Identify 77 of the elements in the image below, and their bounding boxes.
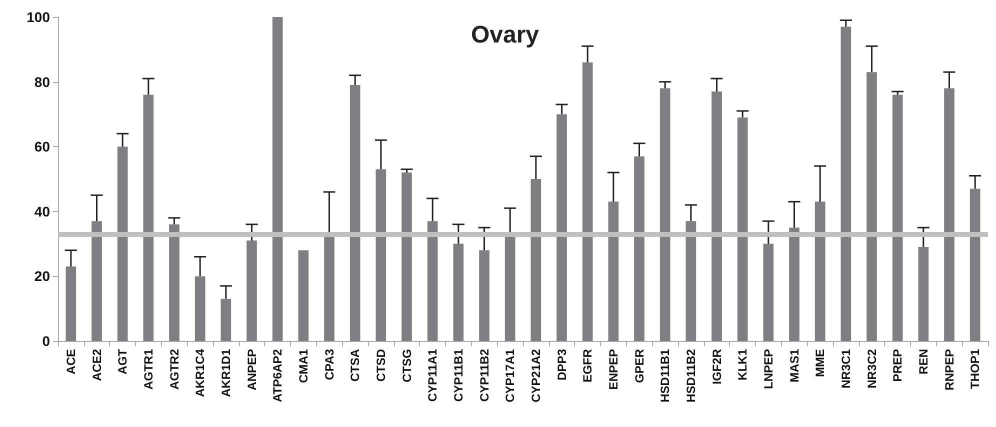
x-tick-label: MAS1 (787, 348, 802, 382)
x-tick-label: NR3C1 (838, 348, 853, 388)
bar (737, 117, 748, 341)
bar (453, 244, 464, 341)
x-tick-label: PREP (890, 349, 905, 382)
bar (763, 244, 774, 341)
bar (169, 224, 180, 341)
x-tick-label: NR3C2 (864, 348, 879, 388)
bar (944, 88, 954, 341)
x-tick-label: IGF2R (710, 348, 724, 384)
bar (582, 62, 593, 341)
x-tick-label: HSD11B1 (658, 348, 672, 402)
bar (402, 172, 412, 341)
y-tick-label: 100 (26, 9, 50, 25)
bar (220, 298, 232, 341)
bar (918, 247, 929, 341)
x-tick-label: HSD11B2 (684, 348, 698, 402)
x-tick-label: KLK1 (736, 348, 750, 380)
x-tick-label: ANPEP (244, 349, 259, 390)
x-tick-label: LNPEP (761, 349, 776, 390)
y-tick-label: 0 (42, 333, 50, 349)
x-tick-label: CTSA (348, 348, 362, 382)
x-tick-label: AGT (116, 348, 130, 374)
bar (660, 88, 670, 341)
bar (840, 26, 852, 341)
y-tick-label: 60 (34, 138, 50, 155)
bar (66, 266, 76, 341)
bar (143, 94, 154, 341)
bar (892, 94, 903, 341)
bar (814, 202, 826, 341)
bar (712, 92, 722, 341)
x-tick-label: CMA1 (296, 348, 310, 384)
x-tick-label: CYP21A2 (528, 348, 543, 402)
x-tick-label: CTSD (374, 348, 388, 382)
bar (479, 250, 490, 341)
x-tick-label: ENPEP (606, 349, 620, 390)
bar (272, 17, 283, 341)
x-tick-label: RNPEP (942, 349, 956, 390)
bar (556, 114, 567, 341)
bar (789, 228, 800, 341)
bar (350, 85, 360, 341)
x-tick-label: REN (916, 349, 930, 374)
bar (246, 240, 257, 341)
x-tick-label: CYP17A1 (503, 348, 518, 402)
x-tick-label: DPP3 (554, 348, 569, 380)
x-tick-label: GPER (632, 348, 646, 384)
x-tick-label: CTSG (400, 349, 414, 382)
x-tick-label: AKR1D1 (218, 348, 233, 398)
x-tick-label: THOP1 (968, 348, 982, 390)
chart-title: Ovary (470, 22, 540, 48)
x-tick-label: ATP6AP2 (270, 348, 285, 402)
x-tick-label: EGFR (580, 348, 595, 382)
x-tick-label: CYP11A1 (426, 348, 440, 402)
y-tick-label: 80 (34, 74, 50, 90)
bar (92, 221, 102, 341)
bar (117, 146, 128, 341)
bar (970, 188, 980, 341)
x-tick-label: AGTR2 (167, 348, 182, 390)
bar (866, 72, 877, 341)
x-tick-label: AKR1C4 (193, 348, 208, 398)
bar (376, 169, 386, 341)
bar (686, 221, 696, 341)
y-tick-label: 40 (34, 203, 50, 220)
x-tick-label: ACE2 (90, 348, 104, 382)
x-tick-label: AGTR1 (141, 348, 156, 390)
bar (634, 156, 644, 341)
x-tick-label: MME (813, 349, 828, 377)
bar (298, 250, 309, 341)
x-tick-label: CPA3 (322, 348, 336, 380)
x-tick-label: CYP11B1 (451, 348, 466, 402)
x-tick-label: ACE (64, 349, 78, 374)
bar (530, 179, 542, 341)
bar (608, 202, 619, 341)
bar (427, 221, 438, 341)
x-tick-label: CYP11B2 (477, 348, 492, 402)
bar (194, 276, 206, 341)
y-tick-label: 20 (34, 268, 50, 284)
